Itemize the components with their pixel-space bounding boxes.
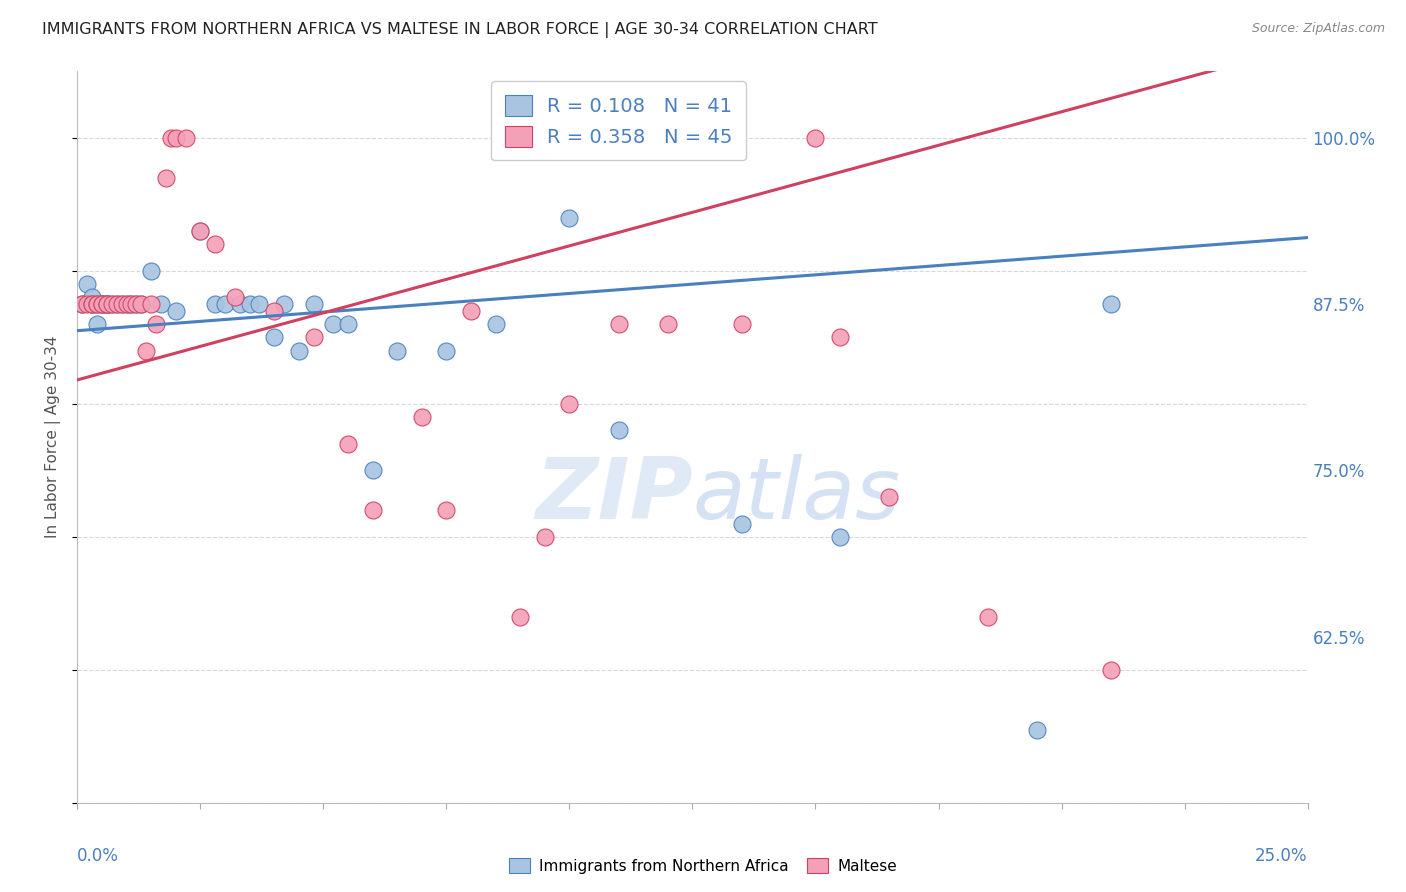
Point — [607, 424, 630, 438]
Point — [70, 297, 93, 311]
Point — [82, 290, 104, 304]
Point — [131, 297, 153, 311]
Point — [90, 297, 114, 311]
Point — [204, 297, 226, 311]
Point — [150, 297, 173, 311]
Point — [190, 224, 212, 238]
Point — [229, 297, 252, 311]
Legend: R = 0.108   N = 41, R = 0.358   N = 45: R = 0.108 N = 41, R = 0.358 N = 45 — [491, 81, 747, 161]
Point — [76, 297, 98, 311]
Point — [82, 297, 104, 311]
Point — [174, 131, 197, 145]
Point — [111, 297, 132, 311]
Point — [249, 297, 271, 311]
Point — [830, 330, 852, 344]
Point — [86, 317, 108, 331]
Point — [436, 343, 458, 358]
Point — [70, 297, 93, 311]
Point — [534, 530, 557, 544]
Point — [731, 516, 754, 531]
Text: 0.0%: 0.0% — [77, 847, 120, 864]
Point — [160, 131, 183, 145]
Point — [96, 297, 118, 311]
Point — [977, 609, 1000, 624]
Point — [190, 224, 212, 238]
Point — [879, 490, 901, 504]
Point — [387, 343, 409, 358]
Point — [224, 290, 246, 304]
Point — [96, 297, 118, 311]
Point — [125, 297, 148, 311]
Point — [141, 264, 163, 278]
Point — [657, 317, 679, 331]
Point — [1099, 297, 1122, 311]
Point — [86, 297, 108, 311]
Point — [131, 297, 153, 311]
Point — [239, 297, 262, 311]
Point — [90, 297, 114, 311]
Point — [273, 297, 295, 311]
Point — [1099, 663, 1122, 677]
Point — [337, 317, 360, 331]
Point — [214, 297, 236, 311]
Point — [509, 609, 531, 624]
Point — [165, 131, 187, 145]
Point — [96, 297, 118, 311]
Point — [337, 436, 360, 450]
Point — [165, 303, 187, 318]
Point — [485, 317, 508, 331]
Point — [141, 297, 163, 311]
Point — [263, 330, 285, 344]
Point — [804, 131, 827, 145]
Text: atlas: atlas — [693, 454, 900, 537]
Point — [115, 297, 138, 311]
Point — [155, 170, 177, 185]
Legend: Immigrants from Northern Africa, Maltese: Immigrants from Northern Africa, Maltese — [502, 852, 904, 880]
Point — [204, 237, 226, 252]
Point — [101, 297, 124, 311]
Point — [111, 297, 132, 311]
Point — [731, 317, 754, 331]
Point — [135, 343, 157, 358]
Point — [558, 397, 581, 411]
Point — [145, 317, 167, 331]
Text: 25.0%: 25.0% — [1256, 847, 1308, 864]
Point — [76, 277, 98, 292]
Point — [105, 297, 128, 311]
Point — [82, 297, 104, 311]
Point — [96, 297, 118, 311]
Point — [322, 317, 344, 331]
Point — [607, 317, 630, 331]
Point — [436, 503, 458, 517]
Point — [302, 330, 325, 344]
Point — [90, 297, 114, 311]
Point — [101, 297, 124, 311]
Point — [460, 303, 482, 318]
Point — [361, 503, 384, 517]
Y-axis label: In Labor Force | Age 30-34: In Labor Force | Age 30-34 — [45, 335, 62, 539]
Point — [121, 297, 143, 311]
Point — [302, 297, 325, 311]
Point — [86, 297, 108, 311]
Point — [115, 297, 138, 311]
Point — [558, 211, 581, 225]
Point — [90, 297, 114, 311]
Point — [361, 463, 384, 477]
Point — [121, 297, 143, 311]
Text: IMMIGRANTS FROM NORTHERN AFRICA VS MALTESE IN LABOR FORCE | AGE 30-34 CORRELATIO: IMMIGRANTS FROM NORTHERN AFRICA VS MALTE… — [42, 22, 877, 38]
Point — [263, 303, 285, 318]
Point — [1026, 723, 1049, 737]
Point — [288, 343, 311, 358]
Text: Source: ZipAtlas.com: Source: ZipAtlas.com — [1251, 22, 1385, 36]
Point — [82, 297, 104, 311]
Point — [105, 297, 128, 311]
Point — [830, 530, 852, 544]
Text: ZIP: ZIP — [534, 454, 693, 537]
Point — [411, 410, 433, 425]
Point — [125, 297, 148, 311]
